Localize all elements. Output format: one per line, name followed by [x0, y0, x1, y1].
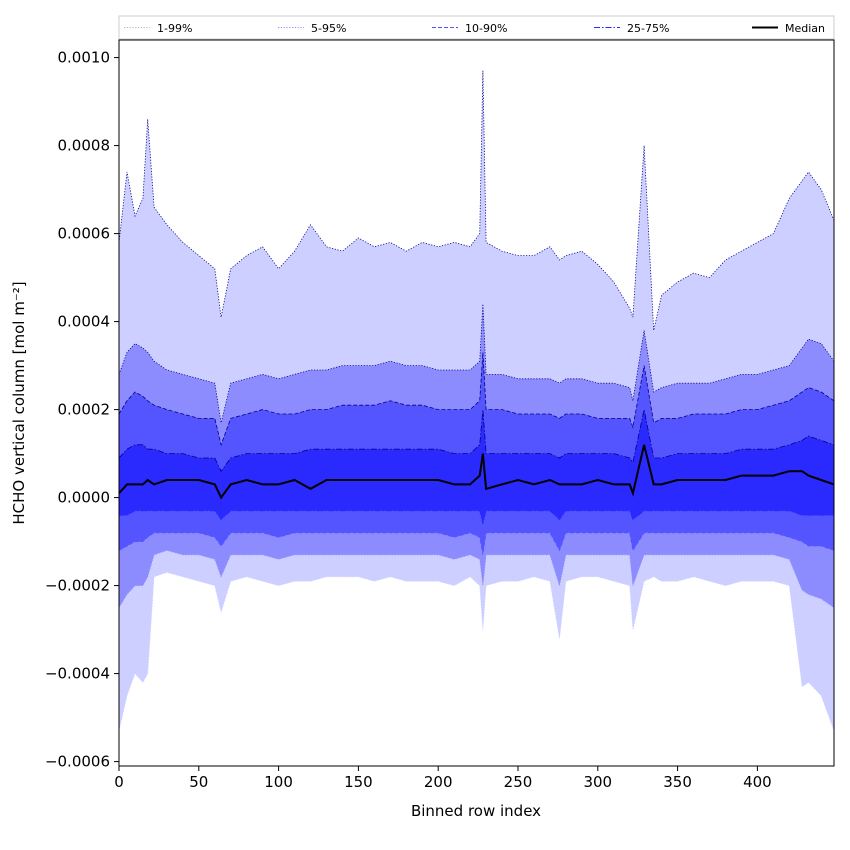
legend-label: Median	[785, 22, 825, 35]
legend-label: 1-99%	[157, 22, 192, 35]
x-tick-label: 250	[504, 773, 533, 791]
x-axis-label: Binned row index	[411, 802, 541, 820]
y-tick-label: −0.0004	[45, 665, 110, 683]
x-tick-label: 0	[114, 773, 124, 791]
y-tick-label: −0.0002	[45, 577, 110, 595]
band-fill-25to75	[119, 409, 834, 524]
x-tick-label: 100	[264, 773, 293, 791]
x-axis: 0 50 100 150 200 250 300 350 400	[114, 766, 772, 791]
y-axis: −0.0006 −0.0004 −0.0002 0.0000 0.0002 0.0004 0…	[45, 49, 119, 771]
y-tick-label: 0.0006	[58, 225, 111, 243]
band-upper-line-25to75	[119, 409, 834, 472]
legend-label: 10-90%	[465, 22, 507, 35]
band-lower-line-25to75	[119, 510, 834, 525]
legend-label: 25-75%	[627, 22, 669, 35]
y-tick-label: 0.0004	[58, 313, 111, 331]
band-lower-line-10to90	[119, 532, 834, 555]
band-lower-line-1to99	[119, 571, 834, 731]
x-tick-label: 200	[424, 773, 453, 791]
x-tick-label: 400	[743, 773, 772, 791]
legend: 1-99% 5-95% 10-90% 25-75% Median	[118, 15, 835, 40]
y-tick-label: 0.0000	[58, 489, 111, 507]
band-upper-line-10to90	[119, 352, 834, 447]
y-tick-label: 0.0010	[58, 49, 111, 67]
x-tick-label: 350	[663, 773, 692, 791]
plot-area	[119, 70, 834, 731]
y-tick-label: 0.0002	[58, 401, 111, 419]
axes-frame	[118, 39, 835, 767]
legend-box	[118, 15, 835, 40]
x-tick-label: 50	[189, 773, 208, 791]
x-tick-label: 150	[344, 773, 373, 791]
y-tick-label: −0.0006	[45, 753, 110, 771]
band-upper-line-1to99	[119, 70, 834, 331]
legend-label: 5-95%	[311, 22, 346, 35]
x-tick-label: 300	[583, 773, 612, 791]
band-lower-line-5to95	[119, 549, 834, 608]
y-axis-label: HCHO vertical column [mol m⁻²]	[10, 281, 28, 524]
y-tick-label: 0.0008	[58, 137, 111, 155]
median-line	[119, 444, 834, 500]
